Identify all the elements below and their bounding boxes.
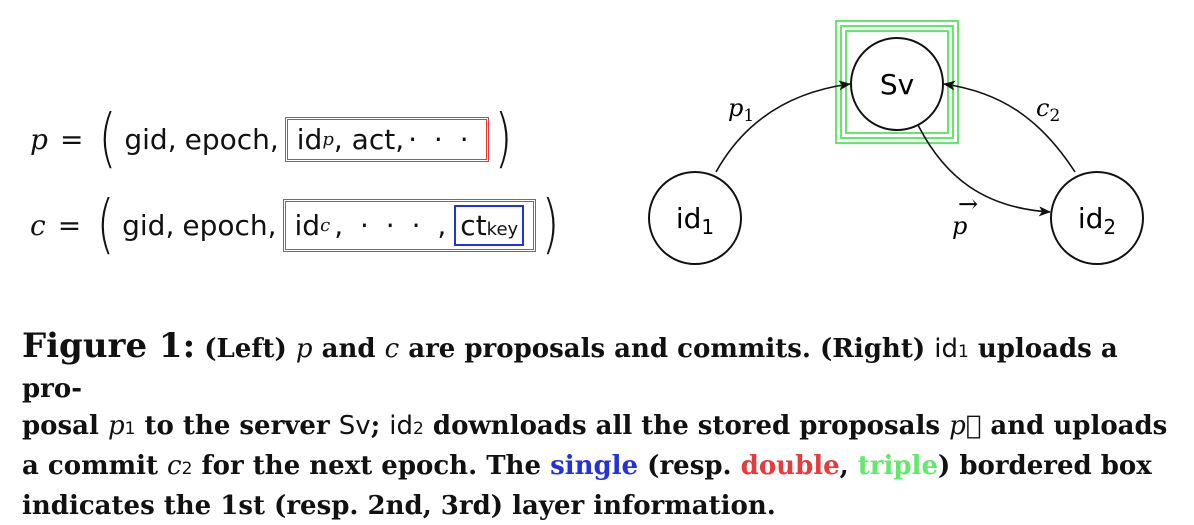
left-paren: ( [96,188,115,262]
id-field: id [294,208,321,242]
caption-id: id [934,334,958,364]
edge-server-to-id2 [917,124,1051,217]
caption-text: indicates the 1st (resp. 2nd, 3rd) layer… [22,491,776,521]
figure-number: Figure 1: [22,326,196,366]
caption-text: (resp. [647,451,732,481]
gid-field: gid, [122,208,175,242]
caption-text: ) bordered box [937,451,1152,481]
proposal-variable: p [30,122,48,156]
caption-math: c [384,334,400,364]
edge-id1-to-server [715,80,851,173]
epoch-field: epoch, [184,122,279,156]
caption-triple: triple [857,451,938,481]
caption-math: p [107,411,125,441]
caption-subscript: 1 [957,342,969,362]
caption-text: , [839,451,849,481]
edge-label-c2: c2 [1036,94,1060,126]
act-field: , act, [333,122,405,156]
caption-text: uploads a pro- [22,334,1118,404]
caption-text: a commit [22,451,158,481]
caption-text: are proposals and commits. (Right) [408,334,926,364]
caption-id: id [389,411,413,441]
edge-id2-to-server [943,80,1076,173]
caption-math: p [295,334,313,364]
caption-text: and [321,334,376,364]
ellipsis: · · · [408,122,473,156]
id1-node [648,171,742,265]
caption-math: p⃗ [949,411,982,441]
caption-sv: Sv [338,411,371,441]
edge-label-pvec: p [952,212,967,240]
gid-field: gid, [124,122,177,156]
server-node [850,37,944,131]
caption-text: posal [22,411,99,441]
caption-subscript: 2 [181,459,193,479]
caption-subscript: 2 [413,419,424,439]
ct-field: ct [460,208,487,242]
edge-label-pvec-arrow: → [958,190,978,218]
id2-label: id2 [1078,202,1116,239]
caption-text: to the server [144,411,330,441]
single-border-box: ct key [454,204,525,246]
edge-label-p1: p1 [728,94,754,126]
double-border-box: id c , · · · , ct key [282,198,537,252]
caption-math: c [167,451,182,481]
id-field: id [296,122,323,156]
left-paren: ( [99,102,117,176]
triple-border-box-outer [835,20,959,144]
caption-text: downloads all the stored proposals [432,411,940,441]
right-paren: ) [494,102,512,176]
formula-commit: c = ( gid, epoch, id c , · · · , ct key ) [30,190,563,260]
id-subscript: c [320,214,331,236]
caption-text: (Left) [204,334,287,364]
epoch-field: epoch, [182,208,277,242]
right-paren: ) [541,188,560,262]
double-border-box: id p, act, · · · [284,116,489,162]
caption-single: single [550,451,639,481]
caption-text: and uploads [990,411,1168,441]
ellipsis: , · · · , [334,208,451,242]
equals-sign: = [59,122,84,156]
formula-proposal: p = ( gid, epoch, id p, act, · · · ) [30,104,516,174]
figure-caption: Figure 1: (Left) p and c are proposals a… [22,328,1172,525]
caption-text: ; [370,411,381,441]
server-label: Sv [880,68,914,101]
equals-sign: = [57,208,82,242]
caption-subscript: 1 [124,419,136,439]
id1-label: id1 [676,202,714,239]
id2-node [1050,171,1144,265]
caption-double: double [740,451,840,481]
server-diagram: Sv id1 id2 p1 c2 p → [648,20,1144,265]
caption-text: for the next epoch. The [201,451,542,481]
id-subscript: p [322,128,334,150]
ct-subscript: key [486,218,519,240]
commit-variable: c [30,208,46,242]
